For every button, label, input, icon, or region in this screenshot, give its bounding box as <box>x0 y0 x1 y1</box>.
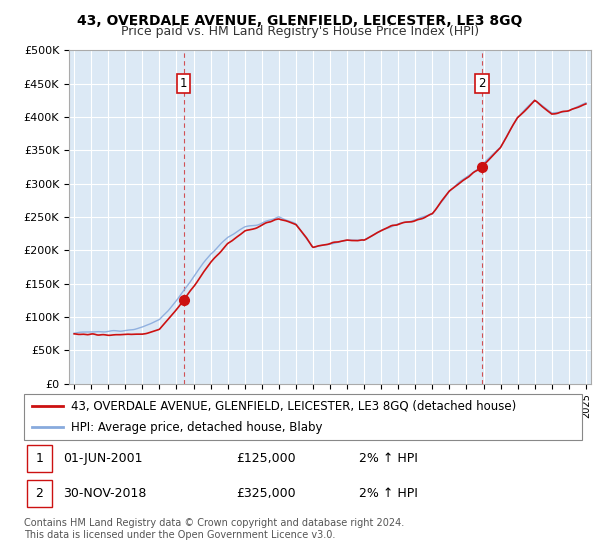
Text: 1: 1 <box>180 77 187 90</box>
Text: Price paid vs. HM Land Registry's House Price Index (HPI): Price paid vs. HM Land Registry's House … <box>121 25 479 38</box>
Text: 01-JUN-2001: 01-JUN-2001 <box>63 452 143 465</box>
Text: 1: 1 <box>35 452 43 465</box>
FancyBboxPatch shape <box>24 394 582 440</box>
Text: 43, OVERDALE AVENUE, GLENFIELD, LEICESTER, LE3 8GQ (detached house): 43, OVERDALE AVENUE, GLENFIELD, LEICESTE… <box>71 400 517 413</box>
Text: 2: 2 <box>35 487 43 500</box>
FancyBboxPatch shape <box>27 445 52 472</box>
Text: HPI: Average price, detached house, Blaby: HPI: Average price, detached house, Blab… <box>71 421 323 433</box>
Text: £325,000: £325,000 <box>236 487 296 500</box>
Text: £125,000: £125,000 <box>236 452 296 465</box>
FancyBboxPatch shape <box>27 480 52 507</box>
Text: Contains HM Land Registry data © Crown copyright and database right 2024.
This d: Contains HM Land Registry data © Crown c… <box>24 518 404 540</box>
Text: 2% ↑ HPI: 2% ↑ HPI <box>359 452 418 465</box>
Text: 30-NOV-2018: 30-NOV-2018 <box>63 487 146 500</box>
Text: 2% ↑ HPI: 2% ↑ HPI <box>359 487 418 500</box>
Text: 2: 2 <box>478 77 486 90</box>
Text: 43, OVERDALE AVENUE, GLENFIELD, LEICESTER, LE3 8GQ: 43, OVERDALE AVENUE, GLENFIELD, LEICESTE… <box>77 14 523 28</box>
